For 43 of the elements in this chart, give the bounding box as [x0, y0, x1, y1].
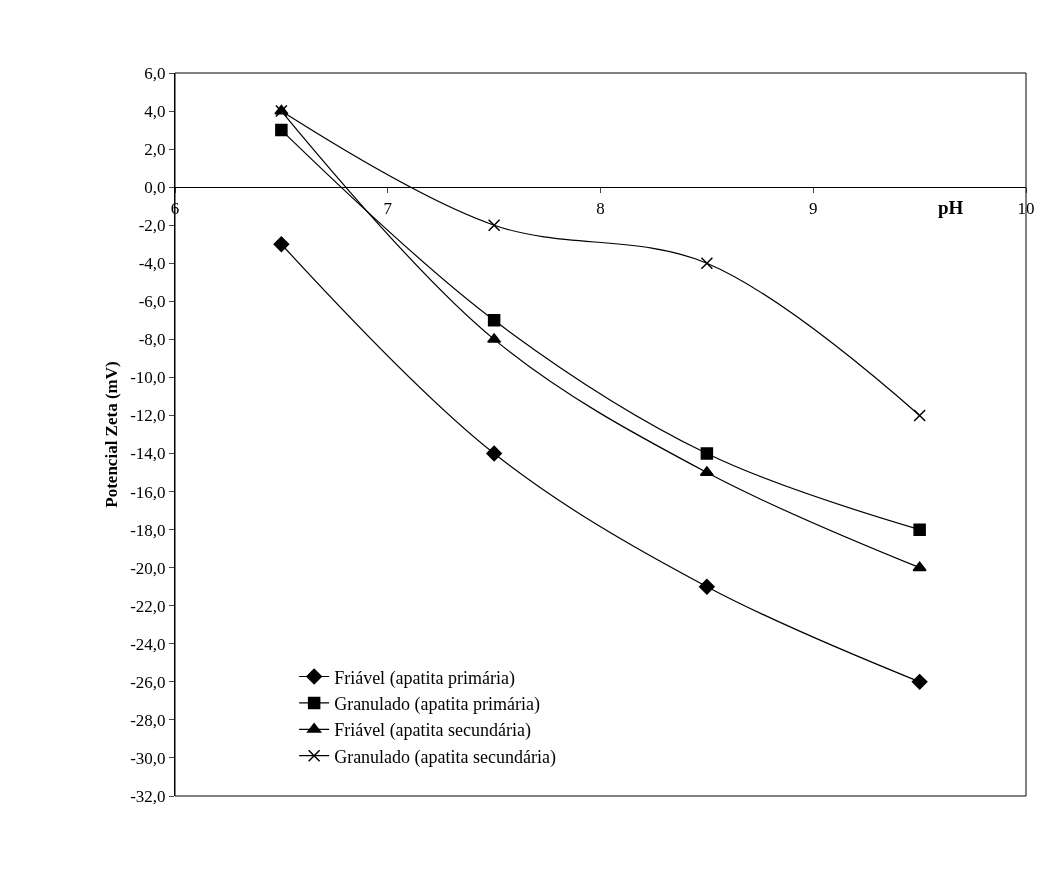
y-tick-label: -8,0: [138, 330, 166, 350]
y-tick-label: 4,0: [144, 102, 166, 121]
y-tick-label: -24,0: [130, 634, 166, 654]
y-tick-label: -16,0: [130, 482, 166, 502]
x-tick-label: 7: [383, 198, 393, 218]
y-tick-label: -10,0: [130, 368, 166, 388]
y-tick-label: -30,0: [130, 748, 166, 768]
point: [913, 523, 926, 536]
point: [273, 236, 290, 253]
y-tick-label: -20,0: [130, 558, 166, 578]
y-tick-label: -14,0: [130, 444, 166, 464]
legend-label: Friável (apatita secundária): [334, 720, 532, 742]
legend-label: Granulado (apatita primária): [334, 693, 541, 715]
legend-label: Granulado (apatita secundária): [334, 746, 557, 768]
point: [700, 447, 714, 460]
x-tick-label: 10: [1017, 198, 1035, 218]
y-tick-label: 2,0: [144, 140, 166, 160]
y-tick-label: 0,0: [144, 178, 166, 198]
x-tick-label: 9: [809, 198, 818, 218]
point: [913, 409, 926, 422]
point: [487, 314, 501, 327]
point: [698, 578, 715, 595]
point: [700, 257, 714, 270]
point: [486, 445, 503, 462]
point: [699, 466, 714, 477]
y-tick-label: -28,0: [130, 710, 166, 730]
point: [275, 123, 288, 137]
legend-label: Friável (apatita primária): [334, 667, 516, 689]
point: [487, 218, 501, 232]
y-tick-label: -6,0: [138, 292, 166, 312]
point: [912, 561, 927, 572]
y-tick-label: -18,0: [130, 520, 166, 540]
y-tick-label: 6,0: [144, 63, 166, 83]
y-tick-label: -12,0: [130, 406, 166, 426]
x-tick-label: 8: [596, 198, 605, 218]
y-tick-label: -26,0: [130, 672, 166, 692]
point: [911, 673, 928, 690]
y-tick-label: -22,0: [130, 596, 166, 616]
y-tick-label: -2,0: [138, 216, 166, 236]
x-axis-title: pH: [938, 197, 964, 218]
y-tick-label: -32,0: [130, 786, 166, 806]
y-tick-label: -4,0: [138, 254, 166, 274]
y-axis-title: Potencial Zeta (mV): [101, 361, 121, 508]
